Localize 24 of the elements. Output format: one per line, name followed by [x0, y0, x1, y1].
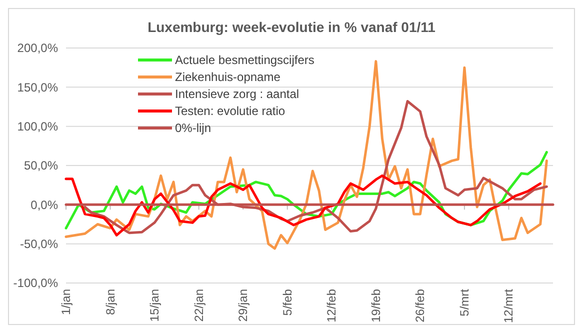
x-tick-label: 26/feb: [413, 288, 428, 322]
legend-label: Actuele besmettingscijfers: [175, 53, 314, 68]
x-tick-label: 5/mrt: [457, 288, 472, 316]
legend-label: 0%-lijn: [175, 121, 212, 136]
y-tick-label: -100,0%: [13, 276, 58, 290]
legend-label: Ziekenhuis-opname: [175, 70, 281, 84]
x-tick-label: 1/jan: [59, 289, 73, 316]
x-tick-label: 19/feb: [368, 288, 383, 322]
y-tick-label: 50,0%: [24, 158, 58, 173]
legend-label: Testen: evolutie ratio: [175, 104, 286, 118]
chart-title: Luxemburg: week-evolutie in % vanaf 01/11: [148, 19, 436, 35]
y-tick-label: 0,0%: [30, 198, 58, 212]
y-tick-label: 100,0%: [17, 120, 58, 134]
x-tick-label: 15/jan: [148, 289, 162, 322]
y-tick-label: 200,0%: [17, 41, 58, 56]
y-tick-label: 150,0%: [17, 80, 58, 94]
x-tick-label: 29/jan: [236, 289, 250, 322]
x-tick-label: 12/feb: [324, 288, 339, 322]
y-tick-label: -50,0%: [20, 237, 58, 252]
x-tick-label: 22/jan: [192, 289, 206, 322]
x-tick-label: 8/jan: [103, 289, 118, 316]
legend-label: Intensieve zorg : aantal: [175, 87, 300, 102]
x-tick-label: 12/mrt: [502, 288, 516, 324]
x-tick-label: 5/feb: [280, 288, 294, 316]
